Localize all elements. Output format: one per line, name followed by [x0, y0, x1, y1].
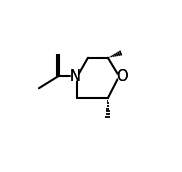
- Text: N: N: [70, 69, 80, 84]
- Text: O: O: [116, 69, 127, 84]
- Circle shape: [118, 73, 125, 80]
- Text: N: N: [70, 69, 80, 84]
- Text: O: O: [116, 69, 127, 84]
- Circle shape: [71, 73, 79, 80]
